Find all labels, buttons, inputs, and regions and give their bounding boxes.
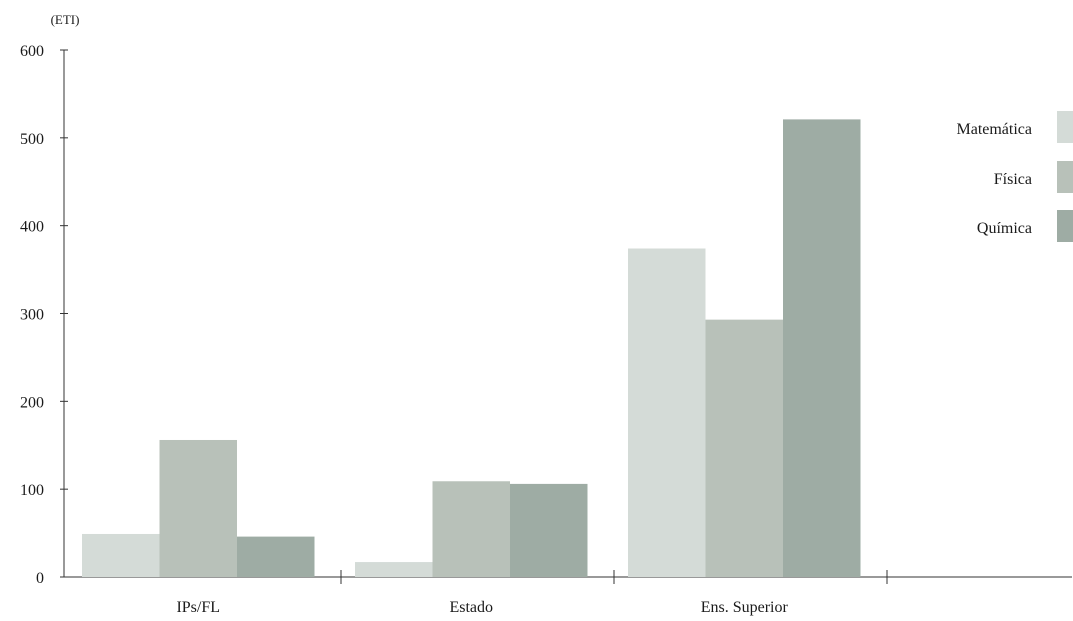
- bar-matem-tica-ens-superior: [628, 248, 706, 577]
- legend-label: Física: [994, 171, 1032, 188]
- bar-matem-tica-estado: [355, 562, 433, 577]
- y-tick-label: 600: [20, 43, 44, 60]
- legend-swatch: [1057, 210, 1073, 242]
- bar-f-sica-estado: [432, 481, 510, 577]
- y-tick-label: 100: [20, 482, 44, 499]
- x-category-label: Estado: [449, 599, 493, 616]
- legend: Matemática Física Química: [956, 111, 1073, 242]
- y-tick-label: 400: [20, 219, 44, 236]
- bar-f-sica-ens-superior: [705, 319, 783, 577]
- x-category-label: Ens. Superior: [701, 599, 789, 616]
- bar-f-sica-ips-fl: [159, 439, 237, 577]
- y-tick-label: 300: [20, 307, 44, 324]
- y-axis: (ETI) 0 100 200 300 400 500 600: [20, 12, 79, 587]
- y-tick-label: 0: [36, 570, 44, 587]
- x-category-label: IPs/FL: [176, 599, 220, 616]
- bar-qu-mica-ens-superior: [783, 119, 861, 577]
- bar-qu-mica-estado: [510, 483, 588, 577]
- legend-swatch: [1057, 161, 1073, 193]
- legend-label: Química: [977, 220, 1032, 237]
- legend-label: Matemática: [956, 121, 1032, 138]
- legend-swatch: [1057, 111, 1073, 143]
- bar-qu-mica-ips-fl: [237, 536, 315, 577]
- bars: [82, 119, 861, 577]
- y-axis-unit-label: (ETI): [51, 12, 80, 27]
- y-tick-label: 200: [20, 394, 44, 411]
- y-tick-label: 500: [20, 131, 44, 148]
- bar-matem-tica-ips-fl: [82, 533, 160, 577]
